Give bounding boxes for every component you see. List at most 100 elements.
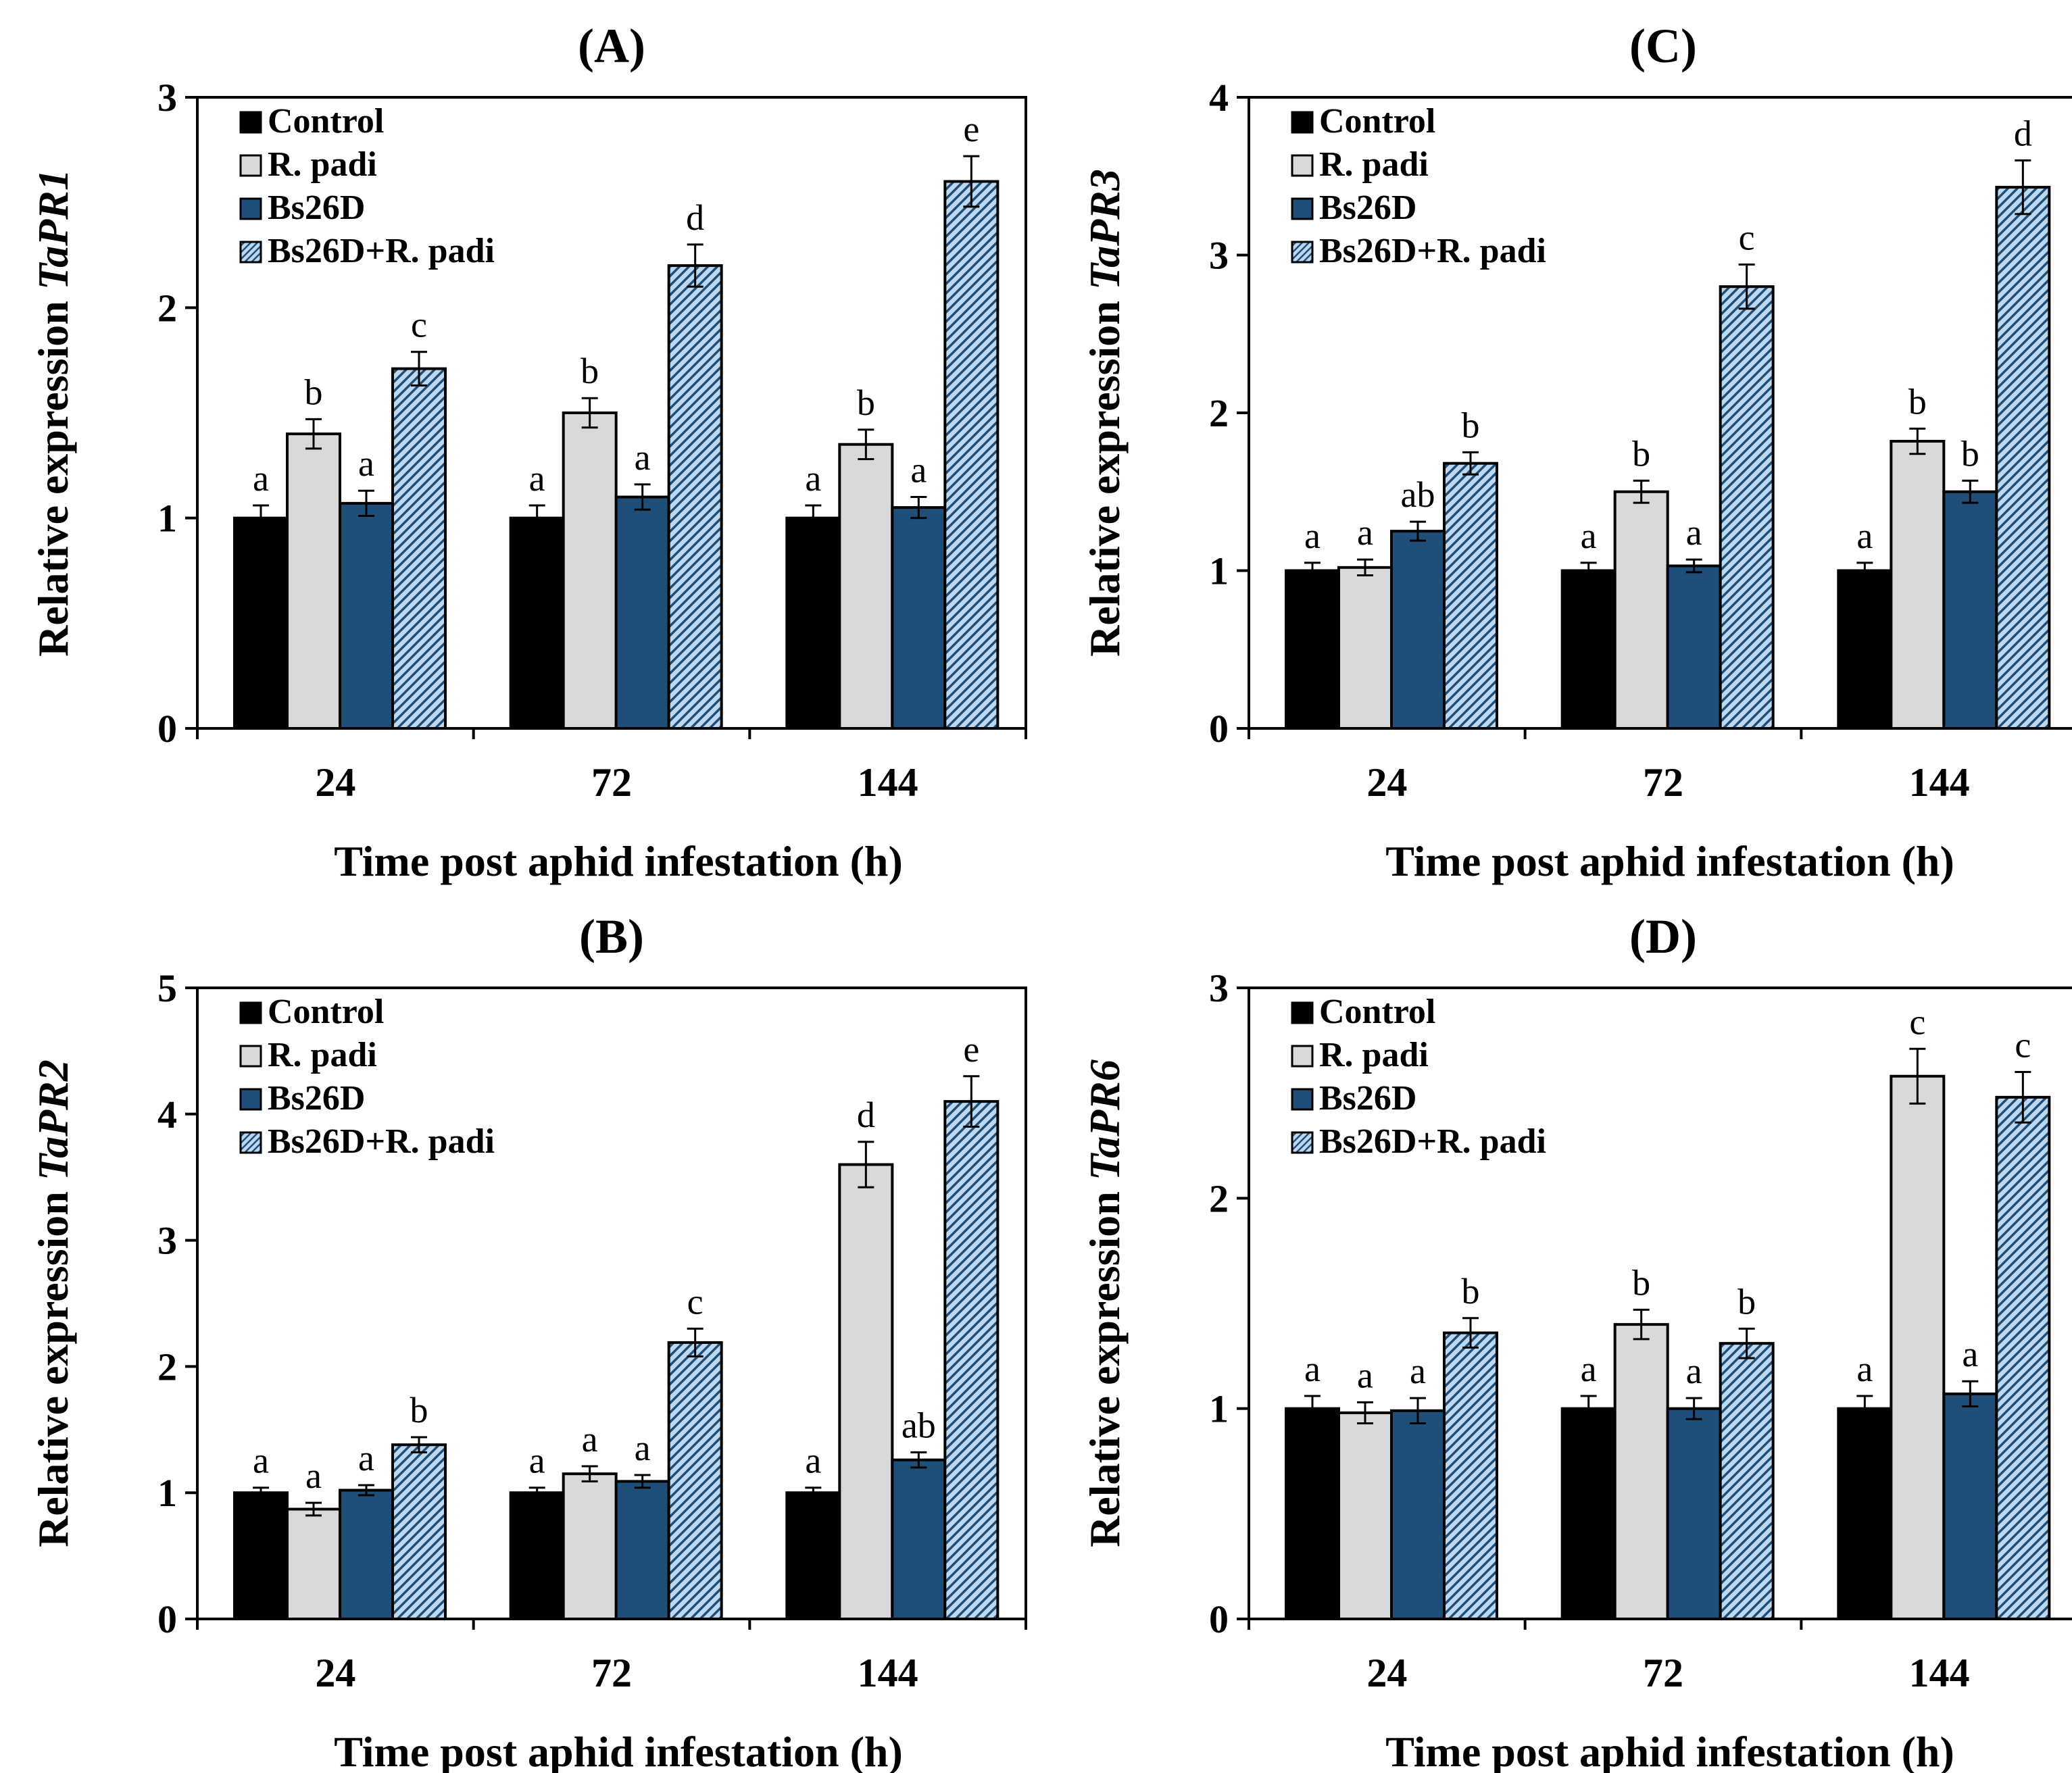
legend-swatch [1291, 1131, 1314, 1154]
significance-letter: a [253, 1441, 269, 1481]
significance-letter: a [1581, 1349, 1597, 1389]
legend-swatch [1291, 111, 1314, 134]
error-bar [963, 155, 980, 208]
error-bar [528, 504, 545, 532]
bar-r-padi [286, 1507, 341, 1621]
bar-control [1285, 1407, 1340, 1621]
error-bar [687, 243, 704, 288]
y-axis-label: Relative expression TaPR3 [1081, 169, 1129, 657]
error-bar [1962, 479, 1979, 504]
y-tick-label: 3 [1209, 966, 1229, 1010]
error-bar [581, 1465, 598, 1482]
chart-panel-c: (C) 0 1 2 3 4 24 72 144 Time post aphid infestati… [1081, 19, 2072, 885]
bar-r-padi [1613, 490, 1669, 730]
error-bar [1580, 561, 1597, 580]
legend: Control R. padi Bs26D Bs26D+R. padi [239, 993, 495, 1161]
bar-bs26d [1390, 1409, 1446, 1621]
y-axis-label-gene: TaPR2 [29, 1059, 77, 1180]
error-bar [858, 1141, 874, 1189]
error-bar [1856, 1395, 1873, 1422]
error-bar [411, 351, 427, 387]
error-bar [411, 1436, 427, 1453]
bar-control [785, 1491, 841, 1621]
bar-control [1560, 1407, 1617, 1621]
significance-letter: a [635, 1428, 651, 1468]
significance-letter: a [305, 1455, 322, 1496]
significance-letter: a [1304, 516, 1321, 556]
y-tick-label: 2 [1209, 1176, 1229, 1220]
y-axis-label-gene: TaPR1 [29, 169, 77, 290]
legend-swatch [1291, 241, 1314, 264]
significance-letter: c [411, 305, 427, 345]
error-bar [634, 1474, 651, 1489]
significance-letter: b [410, 1390, 428, 1430]
significance-letter: a [358, 1438, 374, 1478]
error-bar [687, 1327, 704, 1357]
error-bar [1685, 1397, 1702, 1420]
significance-letter: d [2014, 113, 2032, 153]
error-bar [805, 504, 822, 532]
y-axis-label-gene: TaPR6 [1081, 1059, 1129, 1180]
bar-bs26d-r-padi [667, 264, 723, 730]
legend-swatch [239, 241, 262, 264]
bar-bs26d [1942, 490, 1998, 730]
legend-entry: Control [268, 102, 384, 141]
error-bar [1357, 1401, 1373, 1424]
legend-entry: Bs26D [268, 1079, 365, 1118]
error-bar [805, 1487, 822, 1499]
error-bar [634, 483, 651, 511]
error-bar [1462, 451, 1479, 476]
bar-bs26d-r-padi [391, 1443, 447, 1620]
legend: Control R. padi Bs26D Bs26D+R. padi [1291, 993, 1546, 1161]
significance-letter: a [910, 450, 927, 491]
error-bar [1633, 479, 1650, 504]
y-tick-label: 2 [1209, 391, 1229, 435]
bar-r-padi [1890, 440, 1946, 730]
error-bar [1962, 1380, 1979, 1408]
bar-bs26d [1666, 1407, 1722, 1621]
bar-bs26d-r-padi [667, 1341, 723, 1621]
bar-bs26d-r-padi [391, 367, 447, 730]
error-bar [581, 397, 598, 429]
legend-entry: Control [268, 993, 384, 1031]
panel-title: (C) [1629, 19, 1697, 73]
legend-entry: Bs26D [1319, 189, 1416, 227]
error-bar [2015, 1071, 2031, 1124]
legend-swatch [239, 1131, 262, 1154]
y-axis-label-prefix: Relative expression [29, 1180, 77, 1547]
error-bar [1304, 561, 1321, 580]
legend-swatch [239, 1088, 262, 1111]
significance-letter: a [1410, 1351, 1426, 1391]
significance-letter: b [581, 351, 599, 391]
bar-r-padi [838, 1163, 894, 1620]
bar-bs26d-r-padi [1719, 1342, 1775, 1620]
y-axis-label-prefix: Relative expression [1081, 1180, 1129, 1547]
significance-letter: d [857, 1095, 875, 1135]
bar-bs26d-r-padi [943, 180, 1000, 730]
legend-entry: Bs26D+R. padi [268, 232, 495, 270]
error-bar [358, 489, 374, 518]
significance-letter: a [582, 1419, 598, 1459]
error-bar [1685, 558, 1702, 574]
legend-swatch [239, 111, 262, 134]
y-axis-label: Relative expression TaPR2 [29, 1059, 77, 1547]
legend-swatch [1291, 1088, 1314, 1111]
bar-control [1837, 569, 1893, 730]
x-tick-label: 24 [1366, 760, 1407, 805]
legend: Control R. padi Bs26D Bs26D+R. padi [1291, 102, 1546, 270]
error-bar [1909, 1047, 1926, 1105]
significance-letter: a [805, 458, 821, 499]
significance-letter: a [1357, 512, 1373, 553]
significance-letter: a [1581, 516, 1597, 556]
x-tick-label: 72 [591, 760, 632, 805]
error-bar [253, 1487, 269, 1499]
legend-swatch [239, 154, 262, 177]
x-tick-label: 24 [315, 760, 355, 805]
y-tick-label: 3 [157, 1219, 177, 1263]
bar-control [509, 1491, 565, 1621]
error-bar [305, 1501, 322, 1517]
legend-swatch [239, 1001, 262, 1024]
y-tick-label: 4 [157, 1093, 177, 1137]
y-tick-label: 1 [1209, 549, 1229, 593]
bar-control [233, 1491, 289, 1621]
